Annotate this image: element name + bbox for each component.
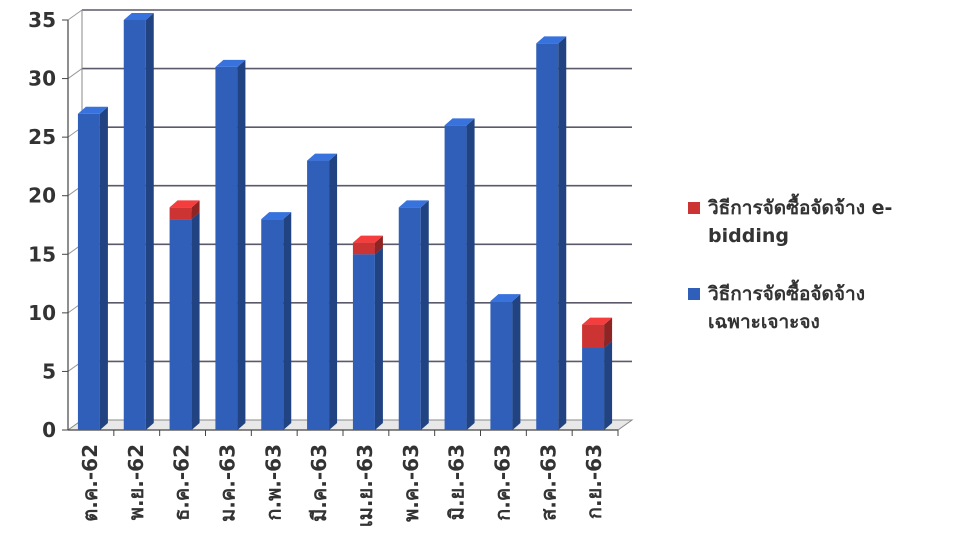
bar-front <box>215 66 238 430</box>
bar-top <box>215 59 246 67</box>
gridline-side <box>67 68 83 79</box>
bar-segment <box>169 212 200 430</box>
bar-front <box>398 207 421 430</box>
bar-top <box>398 200 429 208</box>
gridline-side <box>67 9 83 21</box>
bar-top <box>582 317 613 325</box>
y-tick-label: 35 <box>28 8 56 32</box>
bar-front <box>352 242 375 255</box>
bar-segment <box>444 118 475 430</box>
bar-top <box>536 36 567 44</box>
bar-front <box>123 20 146 430</box>
legend-label: เฉพาะเจาะจง <box>708 311 820 333</box>
bar-front <box>169 207 192 220</box>
bar-side <box>604 317 613 348</box>
bar-top <box>352 235 383 243</box>
bar-front <box>352 254 375 430</box>
bar-side <box>374 247 383 430</box>
bar-segment <box>490 294 521 430</box>
x-tick-label: ก.ย.-63 <box>582 444 606 519</box>
legend: วิธีการจัดซื้อจัดจ้าง e-biddingวิธีการจั… <box>688 193 892 333</box>
bar-side <box>283 212 292 430</box>
y-tick-label: 5 <box>42 359 56 383</box>
x-tick-label: พ.ย.-62 <box>124 444 148 520</box>
x-tick-label: เม.ย.-63 <box>353 444 377 527</box>
x-tick-label: ส.ค.-63 <box>536 444 560 521</box>
bar-top <box>123 13 154 20</box>
bar-top <box>77 106 108 114</box>
bar-top <box>307 153 338 161</box>
bar-segment <box>582 341 613 430</box>
bar-side <box>374 235 383 255</box>
bar-side <box>329 153 338 431</box>
bar-front <box>444 125 467 430</box>
y-tick-label: 30 <box>28 67 56 91</box>
bar-segment <box>215 59 246 430</box>
legend-label: วิธีการจัดซื้อจัดจ้าง e- <box>708 193 893 219</box>
bars <box>77 13 613 431</box>
x-tick-label: มี.ค.-63 <box>307 444 331 522</box>
y-tick-label: 10 <box>28 301 56 325</box>
bar-top <box>444 118 475 126</box>
bar-front <box>582 348 605 430</box>
bar-side <box>558 36 567 431</box>
y-tick-label: 15 <box>28 242 56 266</box>
bar-front <box>261 219 284 430</box>
legend-item: วิธีการจัดซื้อจัดจ้าง e-bidding <box>688 193 892 247</box>
legend-swatch <box>688 288 700 300</box>
bar-side <box>145 13 154 430</box>
legend-label: วิธีการจัดซื้อจัดจ้าง <box>708 279 865 305</box>
bar-segment <box>352 247 383 430</box>
bar-segment <box>123 13 154 430</box>
bar-side <box>191 212 200 430</box>
x-tick-label: มิ.ย.-63 <box>445 444 469 520</box>
bar-segment <box>352 235 383 255</box>
x-tick-label: ม.ค.-63 <box>215 444 239 522</box>
legend-swatch <box>688 202 700 214</box>
bar-side <box>99 106 108 430</box>
bar-side <box>420 200 429 430</box>
bar-segment <box>398 200 429 430</box>
x-tick-label: ก.ค.-63 <box>490 444 514 521</box>
bar-front <box>582 324 605 348</box>
bar-top <box>490 294 521 302</box>
bar-segment <box>307 153 338 431</box>
x-tick-label: ก.พ.-63 <box>261 444 285 521</box>
legend-label: bidding <box>708 225 789 247</box>
bar-segment <box>536 36 567 431</box>
bar-segment <box>169 200 200 220</box>
y-tick-label: 20 <box>28 184 56 208</box>
bar-side <box>512 294 521 430</box>
bar-front <box>536 43 559 431</box>
bar-front <box>490 301 513 430</box>
bar-side <box>604 341 613 430</box>
bar-side <box>466 118 475 430</box>
x-tick-label: ธ.ค.-62 <box>170 444 194 521</box>
bar-segment <box>261 212 292 430</box>
bar-front <box>307 160 330 431</box>
x-tick-label: พ.ค.-63 <box>399 444 423 522</box>
bar-top <box>261 212 292 220</box>
bar-side <box>191 200 200 220</box>
bar-front <box>77 113 100 430</box>
bar-segment <box>582 317 613 348</box>
bar-top <box>169 200 200 208</box>
bar-side <box>237 59 246 430</box>
bar-front <box>169 219 192 430</box>
bar-segment <box>77 106 108 430</box>
tick-labels: 0 5 10 15 20 25 30 35 ต.ค.-62 พ.ย.-62 ธ.ค.-62 ม.ค.-… <box>28 8 606 527</box>
y-tick-label: 0 <box>42 418 56 442</box>
x-tick-label: ต.ค.-62 <box>78 444 102 522</box>
y-tick-label: 25 <box>28 125 56 149</box>
